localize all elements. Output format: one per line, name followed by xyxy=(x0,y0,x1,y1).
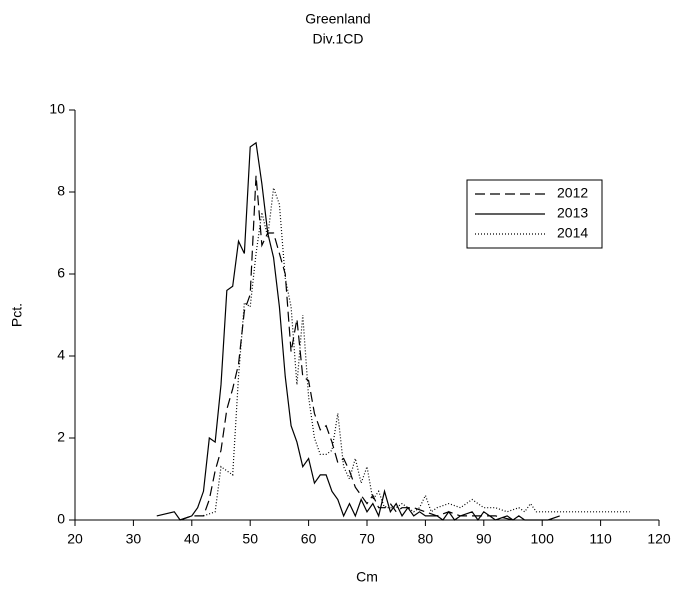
x-tick-label: 40 xyxy=(184,531,200,547)
y-tick-label: 0 xyxy=(57,511,65,527)
x-axis-label: Cm xyxy=(356,569,378,585)
legend-label: 2012 xyxy=(557,185,588,201)
x-tick-label: 70 xyxy=(359,531,375,547)
y-tick-label: 8 xyxy=(57,183,65,199)
y-tick-label: 4 xyxy=(57,347,65,363)
x-tick-label: 120 xyxy=(647,531,671,547)
x-tick-label: 110 xyxy=(589,531,612,547)
y-tick-label: 10 xyxy=(49,101,65,117)
y-tick-label: 2 xyxy=(57,429,65,445)
legend-label: 2013 xyxy=(557,205,588,221)
series-line xyxy=(179,175,514,521)
x-tick-label: 90 xyxy=(476,531,492,547)
x-tick-label: 30 xyxy=(126,531,142,547)
series-line xyxy=(156,141,560,522)
x-tick-label: 100 xyxy=(531,531,555,547)
chart-title: Greenland xyxy=(305,11,370,27)
x-tick-label: 60 xyxy=(301,531,317,547)
series-line xyxy=(203,187,630,517)
x-tick-label: 50 xyxy=(242,531,258,547)
x-tick-label: 20 xyxy=(67,531,83,547)
chart-subtitle: Div.1CD xyxy=(312,31,363,47)
legend-label: 2014 xyxy=(557,225,588,241)
y-tick-label: 6 xyxy=(57,265,65,281)
x-tick-label: 80 xyxy=(418,531,434,547)
y-axis-label: Pct. xyxy=(9,303,25,327)
